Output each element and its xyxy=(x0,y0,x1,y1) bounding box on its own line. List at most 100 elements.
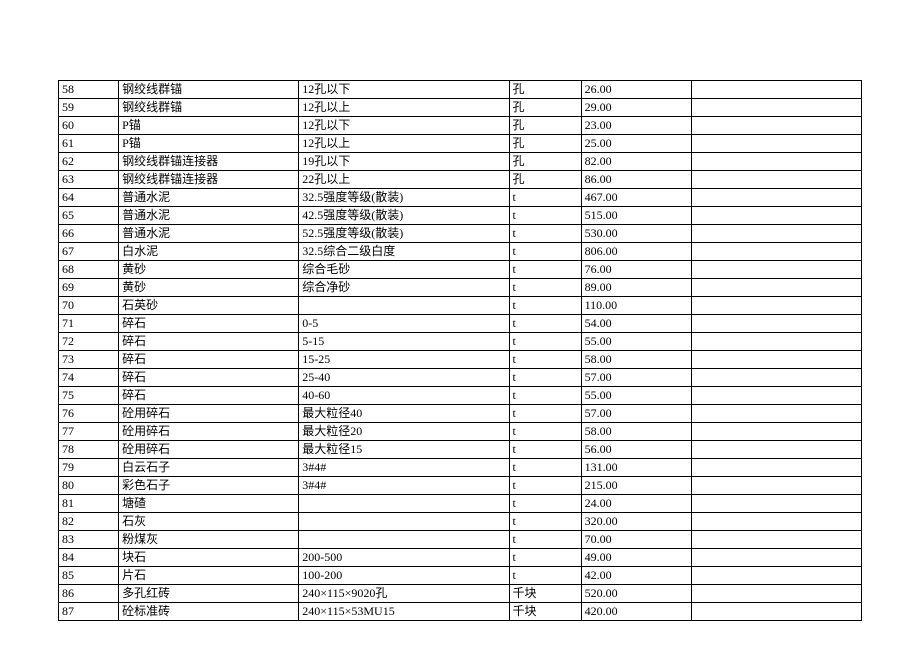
table-cell: 钢绞线群锚连接器 xyxy=(119,171,299,189)
table-cell: 24.00 xyxy=(581,495,691,513)
table-row: 83粉煤灰t70.00 xyxy=(59,531,862,549)
table-cell xyxy=(691,81,861,99)
table-cell: 碎石 xyxy=(119,315,299,333)
table-cell: 63 xyxy=(59,171,119,189)
table-cell: t xyxy=(509,261,581,279)
table-cell xyxy=(691,225,861,243)
table-cell: t xyxy=(509,495,581,513)
table-row: 87砼标准砖240×115×53MU15千块420.00 xyxy=(59,603,862,621)
table-cell: 62 xyxy=(59,153,119,171)
table-row: 65普通水泥42.5强度等级(散装)t515.00 xyxy=(59,207,862,225)
table-cell: t xyxy=(509,225,581,243)
table-cell: 12孔以上 xyxy=(299,135,509,153)
table-cell: 普通水泥 xyxy=(119,225,299,243)
table-cell: 15-25 xyxy=(299,351,509,369)
table-cell: 最大粒径40 xyxy=(299,405,509,423)
table-cell xyxy=(691,513,861,531)
table-cell: 钢绞线群锚 xyxy=(119,81,299,99)
table-cell: 块石 xyxy=(119,549,299,567)
table-cell: 32.5综合二级白度 xyxy=(299,243,509,261)
table-cell: t xyxy=(509,405,581,423)
table-cell: 78 xyxy=(59,441,119,459)
table-cell: 碎石 xyxy=(119,351,299,369)
table-cell: 普通水泥 xyxy=(119,189,299,207)
table-cell: 42.00 xyxy=(581,567,691,585)
table-cell: 215.00 xyxy=(581,477,691,495)
table-cell: 3#4# xyxy=(299,477,509,495)
table-cell xyxy=(691,261,861,279)
table-cell: 70 xyxy=(59,297,119,315)
table-cell: 25-40 xyxy=(299,369,509,387)
table-cell: 石灰 xyxy=(119,513,299,531)
table-cell: 19孔以下 xyxy=(299,153,509,171)
table-cell: 钢绞线群锚 xyxy=(119,99,299,117)
table-cell: 57.00 xyxy=(581,369,691,387)
table-cell: 83 xyxy=(59,531,119,549)
table-cell: 515.00 xyxy=(581,207,691,225)
table-cell: 29.00 xyxy=(581,99,691,117)
table-cell xyxy=(691,243,861,261)
table-cell xyxy=(691,423,861,441)
table-cell: 240×115×9020孔 xyxy=(299,585,509,603)
table-cell: t xyxy=(509,207,581,225)
table-row: 70石英砂t110.00 xyxy=(59,297,862,315)
table-cell: 最大粒径20 xyxy=(299,423,509,441)
table-cell: t xyxy=(509,441,581,459)
table-cell: 520.00 xyxy=(581,585,691,603)
table-cell: t xyxy=(509,387,581,405)
table-cell: 74 xyxy=(59,369,119,387)
table-cell: 467.00 xyxy=(581,189,691,207)
table-row: 82石灰t320.00 xyxy=(59,513,862,531)
table-cell: 多孔红砖 xyxy=(119,585,299,603)
table-cell xyxy=(691,189,861,207)
table-row: 59钢绞线群锚12孔以上孔29.00 xyxy=(59,99,862,117)
table-cell: t xyxy=(509,531,581,549)
table-cell: 40-60 xyxy=(299,387,509,405)
table-cell xyxy=(691,279,861,297)
table-cell: 孔 xyxy=(509,81,581,99)
table-cell: 65 xyxy=(59,207,119,225)
table-cell: 彩色石子 xyxy=(119,477,299,495)
table-cell: 55.00 xyxy=(581,387,691,405)
table-cell: 42.5强度等级(散装) xyxy=(299,207,509,225)
table-cell: t xyxy=(509,549,581,567)
table-cell: 240×115×53MU15 xyxy=(299,603,509,621)
table-cell: t xyxy=(509,333,581,351)
table-cell xyxy=(691,387,861,405)
table-cell: 320.00 xyxy=(581,513,691,531)
table-cell: 68 xyxy=(59,261,119,279)
table-cell: 12孔以下 xyxy=(299,81,509,99)
table-cell: 砼用碎石 xyxy=(119,405,299,423)
table-cell: 110.00 xyxy=(581,297,691,315)
table-cell: 89.00 xyxy=(581,279,691,297)
table-cell: t xyxy=(509,279,581,297)
table-cell: 塘碴 xyxy=(119,495,299,513)
table-row: 78砼用碎石最大粒径15t56.00 xyxy=(59,441,862,459)
table-cell: 87 xyxy=(59,603,119,621)
table-cell: 石英砂 xyxy=(119,297,299,315)
table-cell: 60 xyxy=(59,117,119,135)
table-cell: 530.00 xyxy=(581,225,691,243)
table-cell: 56.00 xyxy=(581,441,691,459)
table-row: 67白水泥32.5综合二级白度t806.00 xyxy=(59,243,862,261)
table-row: 72碎石5-15t55.00 xyxy=(59,333,862,351)
table-row: 75碎石40-60t55.00 xyxy=(59,387,862,405)
table-cell: 综合净砂 xyxy=(299,279,509,297)
table-cell: 22孔以上 xyxy=(299,171,509,189)
table-cell: 12孔以下 xyxy=(299,117,509,135)
table-row: 68黄砂综合毛砂t76.00 xyxy=(59,261,862,279)
table-cell: 72 xyxy=(59,333,119,351)
table-row: 71碎石0-5t54.00 xyxy=(59,315,862,333)
table-cell: 碎石 xyxy=(119,387,299,405)
table-row: 60P锚12孔以下孔23.00 xyxy=(59,117,862,135)
table-cell: 白云石子 xyxy=(119,459,299,477)
table-cell xyxy=(691,333,861,351)
table-row: 58钢绞线群锚12孔以下孔26.00 xyxy=(59,81,862,99)
table-cell: 71 xyxy=(59,315,119,333)
table-row: 79白云石子3#4#t131.00 xyxy=(59,459,862,477)
table-cell: 砼用碎石 xyxy=(119,441,299,459)
table-cell: 千块 xyxy=(509,585,581,603)
table-cell: 黄砂 xyxy=(119,279,299,297)
table-cell: 3#4# xyxy=(299,459,509,477)
table-cell: 59 xyxy=(59,99,119,117)
